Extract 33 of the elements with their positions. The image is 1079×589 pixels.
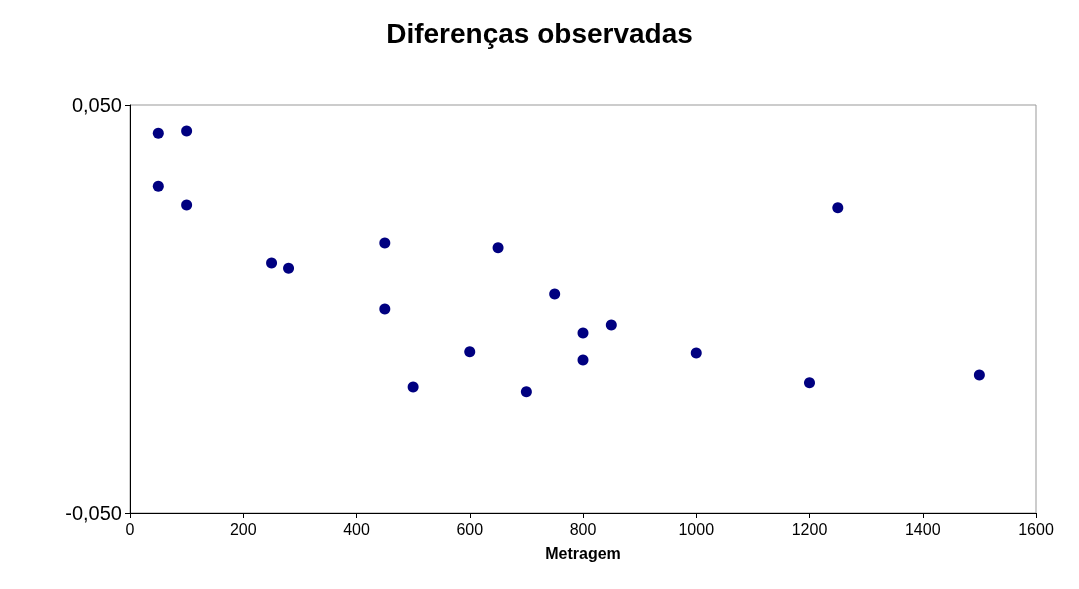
y-tick-label: -0,050 xyxy=(65,502,122,524)
x-axis-title: Metragem xyxy=(545,544,621,562)
x-tick-label: 1400 xyxy=(904,520,941,538)
point xyxy=(266,257,278,269)
point xyxy=(379,303,391,315)
x-tick-label: 1000 xyxy=(678,520,715,538)
point xyxy=(549,288,561,300)
x-tick-label: 800 xyxy=(569,520,597,538)
x-tick-label: 0 xyxy=(125,520,135,538)
point xyxy=(407,381,419,393)
x-tick-label: 1200 xyxy=(791,520,828,538)
point xyxy=(605,319,617,331)
point xyxy=(181,199,193,211)
y-tick-label: 0,050 xyxy=(71,94,122,116)
point xyxy=(283,262,295,274)
point xyxy=(577,354,589,366)
x-tick-label: 200 xyxy=(229,520,257,538)
point xyxy=(152,127,164,139)
x-tick-label: 1600 xyxy=(1018,520,1054,538)
point xyxy=(577,327,589,339)
x-tick-label: 400 xyxy=(343,520,370,538)
point xyxy=(520,386,532,398)
x-tick-label: 600 xyxy=(456,520,484,538)
point xyxy=(832,202,844,214)
point xyxy=(492,242,504,254)
point xyxy=(804,377,815,389)
point xyxy=(181,125,193,137)
point xyxy=(690,347,702,359)
point xyxy=(379,237,391,249)
point xyxy=(152,180,164,192)
chart-title: Diferenças observadas xyxy=(386,17,693,49)
point xyxy=(973,369,985,381)
point xyxy=(464,346,476,358)
